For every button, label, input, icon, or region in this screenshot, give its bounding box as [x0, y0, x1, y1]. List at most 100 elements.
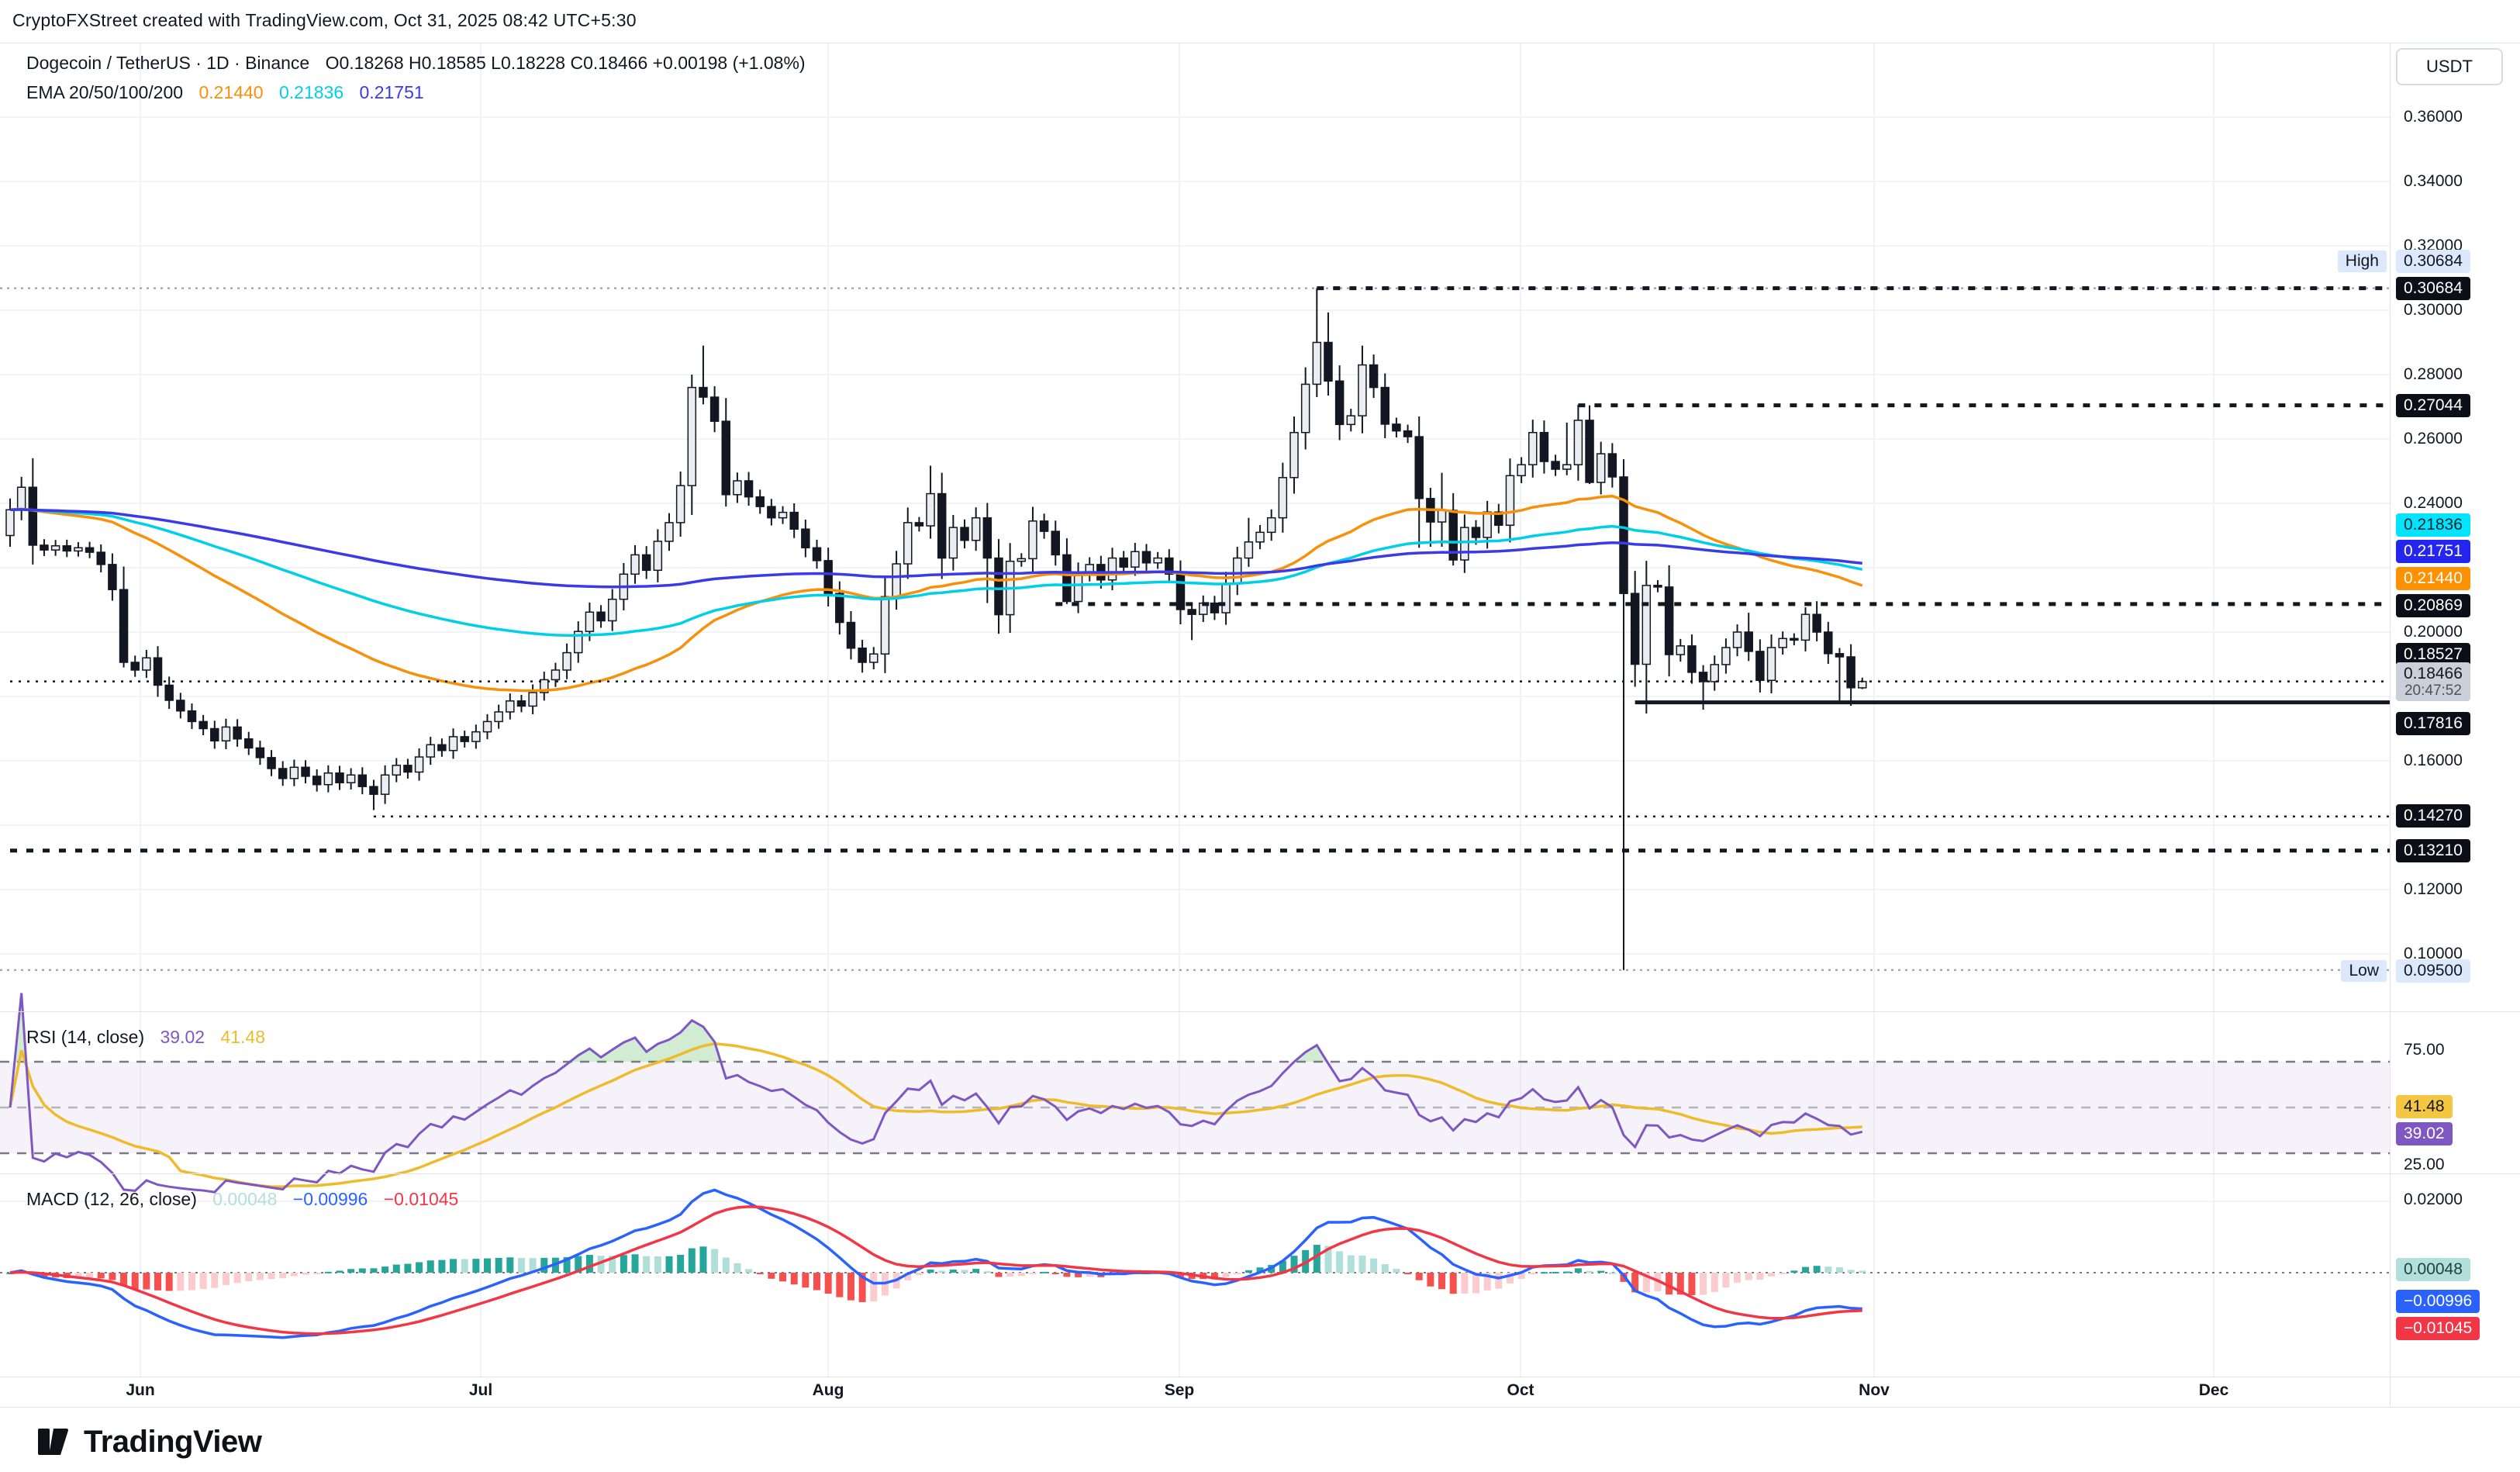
- candle-body[interactable]: [1232, 557, 1242, 585]
- candle-body[interactable]: [1141, 551, 1151, 564]
- candle-body[interactable]: [289, 766, 299, 779]
- candle-body[interactable]: [1732, 631, 1742, 648]
- candle-body[interactable]: [675, 485, 685, 523]
- candle-body[interactable]: [960, 527, 969, 541]
- candle-body[interactable]: [1153, 557, 1162, 564]
- candle-body[interactable]: [494, 711, 503, 723]
- symbol-title[interactable]: Dogecoin / TetherUS · 1D · Binance: [26, 53, 310, 73]
- macd-legend-title[interactable]: MACD (12, 26, close): [26, 1189, 197, 1209]
- candle-body[interactable]: [1312, 341, 1322, 385]
- candle-body[interactable]: [403, 765, 413, 773]
- candle-body[interactable]: [540, 679, 549, 693]
- candle-body[interactable]: [1494, 511, 1503, 526]
- candle-body[interactable]: [1585, 420, 1594, 483]
- candle-body[interactable]: [812, 547, 822, 562]
- candle-body[interactable]: [198, 720, 208, 730]
- candle-body[interactable]: [1607, 453, 1617, 478]
- candle-body[interactable]: [516, 700, 526, 707]
- candle-body[interactable]: [653, 541, 663, 572]
- candle-body[interactable]: [414, 756, 424, 773]
- candle-body[interactable]: [1778, 638, 1787, 648]
- candle-body[interactable]: [1562, 464, 1572, 470]
- candle-body[interactable]: [1528, 431, 1538, 465]
- candle-body[interactable]: [50, 545, 60, 551]
- candle-body[interactable]: [528, 692, 537, 707]
- candle-body[interactable]: [437, 744, 447, 752]
- currency-button[interactable]: USDT: [2396, 48, 2503, 85]
- candle-body[interactable]: [233, 726, 242, 740]
- candle-body[interactable]: [823, 560, 833, 594]
- candle-body[interactable]: [176, 700, 185, 712]
- candle-body[interactable]: [187, 710, 197, 723]
- candle-body[interactable]: [926, 492, 935, 527]
- candle-body[interactable]: [755, 496, 765, 507]
- candle-body[interactable]: [1028, 520, 1037, 560]
- candle-body[interactable]: [108, 564, 117, 590]
- candle-body[interactable]: [1835, 653, 1845, 658]
- candle-body[interactable]: [903, 522, 913, 565]
- candle-body[interactable]: [869, 653, 879, 663]
- candle-body[interactable]: [1017, 558, 1027, 562]
- candle-body[interactable]: [733, 480, 742, 496]
- candle-body[interactable]: [323, 772, 333, 786]
- symbol-legend[interactable]: Dogecoin / TetherUS · 1D · Binance O0.18…: [26, 53, 816, 74]
- rsi-legend-title[interactable]: RSI (14, close): [26, 1027, 145, 1047]
- candle-body[interactable]: [1255, 531, 1265, 543]
- candle-body[interactable]: [1630, 593, 1640, 665]
- candle-body[interactable]: [982, 517, 992, 559]
- candle-body[interactable]: [1460, 527, 1469, 561]
- candle-body[interactable]: [1664, 586, 1674, 655]
- rsi-legend[interactable]: RSI (14, close) 39.02 41.48: [26, 1027, 276, 1048]
- candle-body[interactable]: [687, 386, 697, 486]
- candle-body[interactable]: [1483, 511, 1492, 538]
- candle-body[interactable]: [880, 596, 890, 655]
- candle-body[interactable]: [1687, 645, 1697, 673]
- candle-body[interactable]: [1676, 645, 1686, 655]
- candle-body[interactable]: [1346, 415, 1356, 426]
- candle-body[interactable]: [471, 731, 481, 742]
- candle-body[interactable]: [665, 522, 674, 542]
- candle-body[interactable]: [1244, 541, 1254, 559]
- candle-body[interactable]: [1358, 364, 1367, 416]
- candle-body[interactable]: [1573, 420, 1583, 465]
- candle-body[interactable]: [1187, 609, 1196, 615]
- candle-body[interactable]: [1414, 436, 1424, 499]
- candle-body[interactable]: [914, 522, 924, 527]
- candle-body[interactable]: [1369, 364, 1379, 389]
- ema-legend-title[interactable]: EMA 20/50/100/200: [26, 82, 184, 102]
- candle-body[interactable]: [937, 492, 947, 559]
- candle-body[interactable]: [142, 657, 151, 671]
- macd-legend[interactable]: MACD (12, 26, close) 0.00048 −0.00996 −0…: [26, 1189, 469, 1210]
- candle-body[interactable]: [448, 736, 458, 752]
- candle-body[interactable]: [130, 662, 140, 671]
- candle-body[interactable]: [1107, 557, 1117, 581]
- candle-body[interactable]: [1051, 530, 1061, 556]
- candle-body[interactable]: [1641, 585, 1652, 665]
- candle-body[interactable]: [1619, 476, 1628, 594]
- candle-body[interactable]: [1551, 461, 1560, 470]
- candle-body[interactable]: [392, 765, 402, 776]
- ema-legend[interactable]: EMA 20/50/100/200 0.21440 0.21836 0.2175…: [26, 82, 435, 103]
- candle-body[interactable]: [357, 774, 368, 787]
- candle-body[interactable]: [346, 774, 356, 783]
- candle-body[interactable]: [801, 528, 810, 549]
- candle-body[interactable]: [119, 589, 129, 663]
- candle-body[interactable]: [846, 621, 856, 649]
- candle-body[interactable]: [380, 774, 390, 795]
- candle-body[interactable]: [562, 651, 571, 671]
- candle-body[interactable]: [1721, 647, 1731, 665]
- candle-body[interactable]: [1392, 423, 1401, 432]
- candle-body[interactable]: [1266, 517, 1276, 534]
- candle-body[interactable]: [1210, 602, 1220, 613]
- candle-body[interactable]: [16, 486, 26, 511]
- candle-body[interactable]: [1073, 573, 1083, 603]
- candle-body[interactable]: [709, 396, 720, 422]
- candle-body[interactable]: [1698, 672, 1708, 682]
- candle-body[interactable]: [1221, 583, 1231, 613]
- candle-body[interactable]: [255, 747, 265, 758]
- candle-body[interactable]: [585, 611, 595, 632]
- candle-body[interactable]: [551, 669, 561, 681]
- candle-body[interactable]: [1812, 613, 1821, 633]
- candle-body[interactable]: [1437, 510, 1447, 523]
